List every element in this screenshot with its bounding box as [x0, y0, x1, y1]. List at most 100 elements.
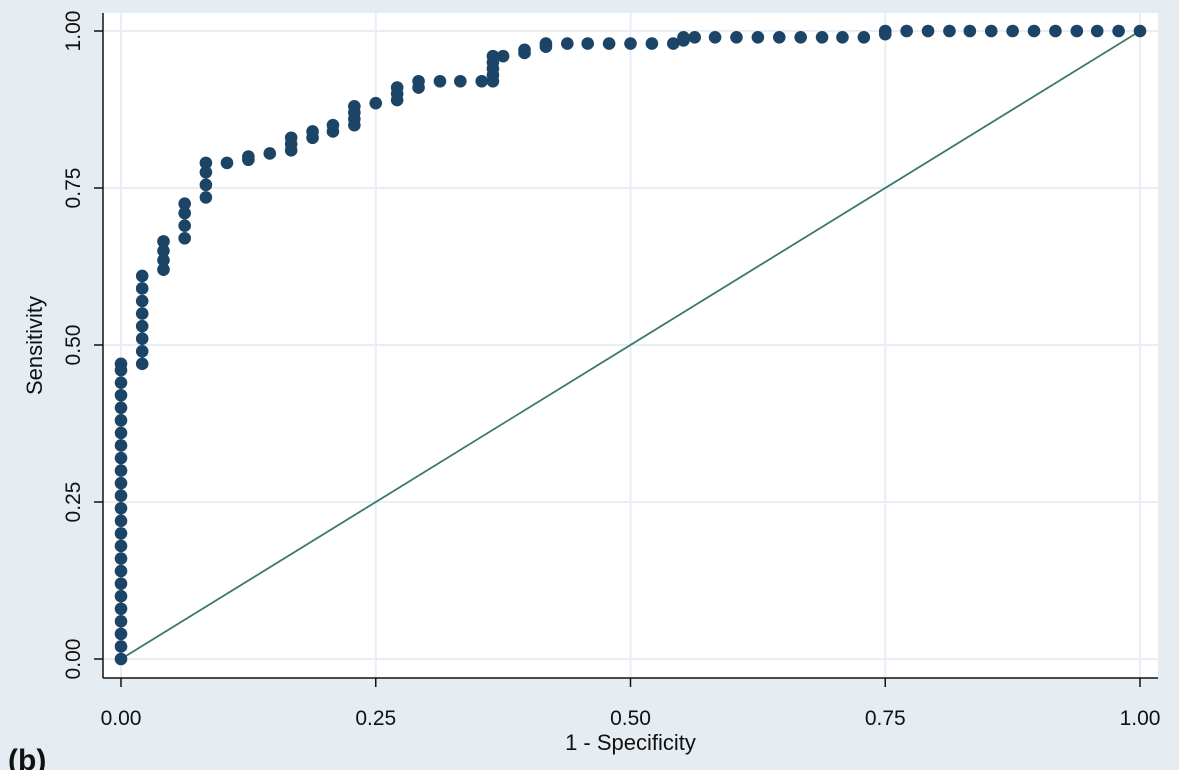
roc-point [475, 75, 488, 88]
y-tick-labels: 0.00 0.25 0.50 0.75 1.00 [62, 11, 85, 680]
y-tick-label: 0.50 [62, 325, 85, 366]
roc-point [115, 565, 128, 578]
roc-point [730, 31, 743, 44]
roc-point [115, 427, 128, 440]
y-tick-label: 0.75 [62, 168, 85, 209]
roc-point [115, 590, 128, 603]
roc-point [773, 31, 786, 44]
roc-point [434, 75, 447, 88]
roc-point [115, 628, 128, 641]
roc-point [497, 50, 510, 63]
roc-point [1028, 25, 1041, 38]
roc-point [836, 31, 849, 44]
roc-point [178, 197, 191, 210]
x-tick-labels: 0.00 0.25 0.50 0.75 1.00 [101, 707, 1161, 730]
roc-point [1134, 25, 1147, 38]
roc-point [1071, 25, 1084, 38]
roc-point [136, 270, 149, 283]
roc-point [794, 31, 807, 44]
roc-point [964, 25, 977, 38]
roc-point [221, 157, 234, 170]
roc-point [115, 376, 128, 389]
roc-point [879, 25, 892, 38]
roc-point [200, 179, 213, 192]
roc-point [136, 282, 149, 295]
roc-point [178, 219, 191, 232]
x-tick-label: 0.50 [610, 707, 651, 730]
x-tick-label: 0.75 [865, 707, 906, 730]
roc-point [677, 31, 690, 44]
roc-point [752, 31, 765, 44]
roc-point [646, 37, 659, 50]
y-tick-label: 0.25 [62, 482, 85, 523]
roc-point [115, 640, 128, 653]
roc-point [115, 477, 128, 490]
roc-point [115, 414, 128, 427]
panel-label: (b) [8, 744, 46, 770]
roc-point [858, 31, 871, 44]
roc-point [391, 81, 404, 94]
roc-point [136, 358, 149, 371]
roc-point [115, 389, 128, 402]
roc-point [943, 25, 956, 38]
roc-point [688, 31, 701, 44]
roc-point [115, 552, 128, 565]
roc-point [816, 31, 829, 44]
roc-point [242, 150, 255, 163]
roc-point [327, 119, 340, 132]
roc-point [581, 37, 594, 50]
roc-point [136, 295, 149, 308]
roc-point [136, 345, 149, 358]
roc-point [985, 25, 998, 38]
y-axis-title: Sensitivity [22, 296, 47, 395]
roc-point [115, 452, 128, 465]
roc-point [136, 320, 149, 333]
roc-point [561, 37, 574, 50]
roc-point [115, 464, 128, 477]
roc-point [348, 100, 361, 113]
roc-point [1006, 25, 1019, 38]
roc-point [178, 232, 191, 245]
roc-point [1112, 25, 1125, 38]
roc-point [115, 402, 128, 415]
roc-point [263, 147, 276, 160]
roc-point [412, 75, 425, 88]
y-tick-label: 1.00 [62, 11, 85, 52]
roc-point [603, 37, 616, 50]
roc-point [540, 37, 553, 50]
roc-point [200, 191, 213, 204]
x-tick-label: 1.00 [1120, 707, 1161, 730]
x-axis-title: 1 - Specificity [565, 730, 696, 755]
roc-point [1049, 25, 1062, 38]
roc-point [922, 25, 935, 38]
roc-point [115, 515, 128, 528]
roc-point [115, 577, 128, 590]
roc-point [1091, 25, 1104, 38]
roc-point [115, 540, 128, 553]
roc-point [115, 527, 128, 540]
roc-point [136, 307, 149, 320]
roc-point [115, 502, 128, 515]
roc-point [115, 489, 128, 502]
roc-point [709, 31, 722, 44]
roc-point [136, 332, 149, 345]
roc-point [454, 75, 467, 88]
roc-point [285, 131, 298, 144]
roc-point [115, 653, 128, 666]
roc-point [518, 44, 531, 57]
roc-point [200, 157, 213, 170]
x-tick-label: 0.00 [101, 707, 142, 730]
roc-point [115, 615, 128, 628]
roc-point [900, 25, 913, 38]
x-tick-label: 0.25 [355, 707, 396, 730]
roc-point [115, 602, 128, 615]
roc-point [369, 97, 382, 110]
roc-point [115, 358, 128, 371]
roc-point [624, 37, 637, 50]
roc-point [115, 439, 128, 452]
roc-point [157, 235, 170, 248]
roc-point [306, 125, 319, 138]
y-tick-label: 0.00 [62, 639, 85, 680]
